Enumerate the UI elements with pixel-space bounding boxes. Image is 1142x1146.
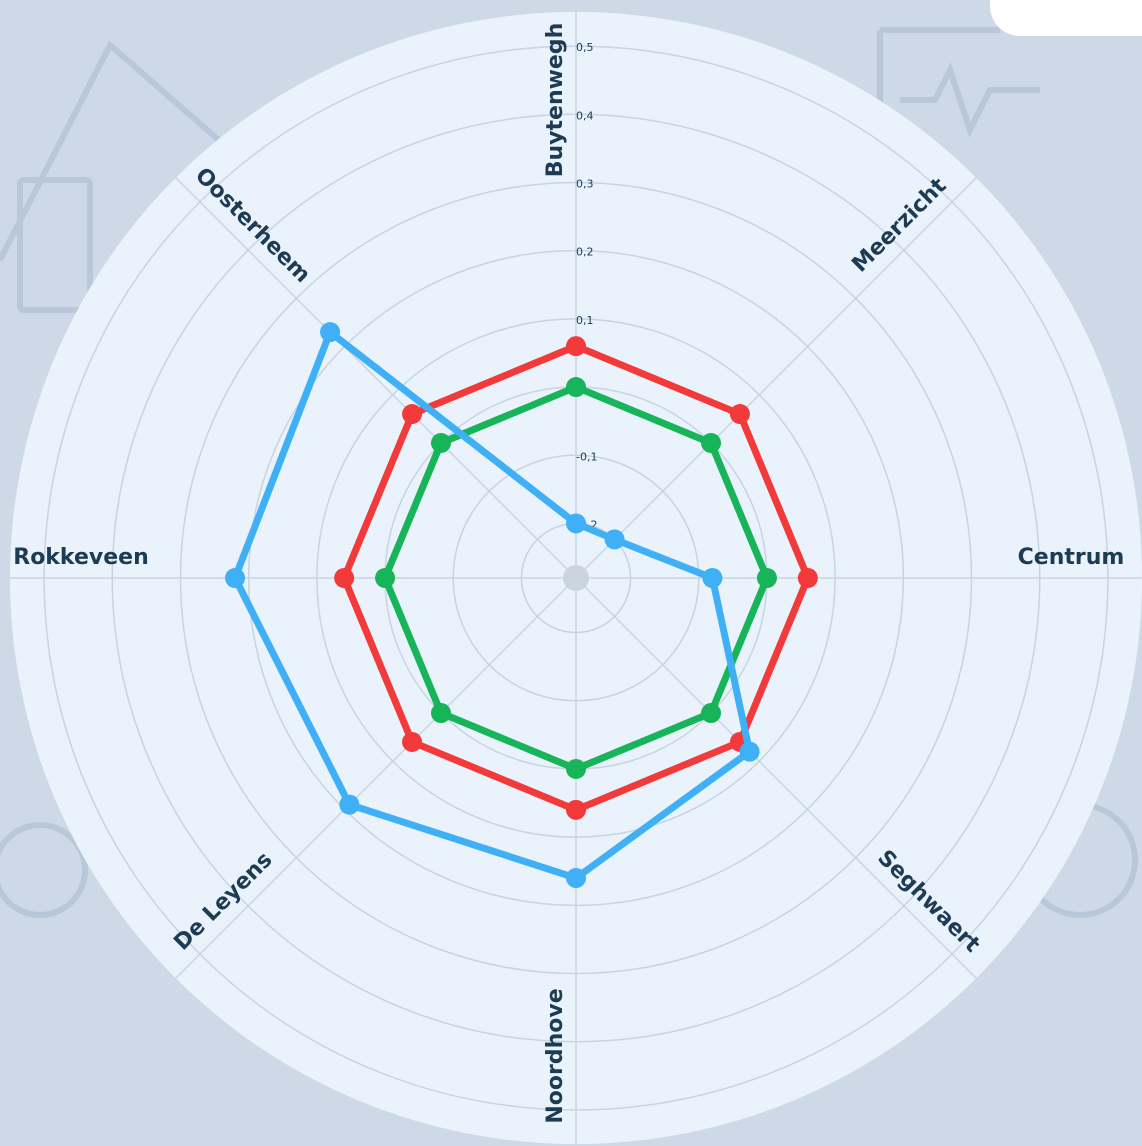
category-label: Noordhove (543, 988, 568, 1123)
tick-label: 0,1 (576, 314, 594, 327)
corner-panel (990, 0, 1142, 36)
category-label: Rokkeveen (13, 545, 149, 570)
tick-label: 0,5 (576, 41, 594, 54)
data-point (431, 703, 451, 723)
tick-label: 0,3 (576, 177, 594, 190)
tick-label: 0,2 (576, 246, 594, 259)
tick-label: -0,1 (576, 450, 597, 463)
data-point (339, 795, 359, 815)
data-point (334, 568, 354, 588)
data-point (730, 404, 750, 424)
data-point (566, 759, 586, 779)
data-point (740, 742, 760, 762)
data-point (375, 568, 395, 588)
data-point (701, 703, 721, 723)
data-point (566, 868, 586, 888)
category-label: Centrum (1018, 545, 1125, 570)
data-point (757, 568, 777, 588)
data-point (605, 529, 625, 549)
data-point (566, 513, 586, 533)
data-point (402, 404, 422, 424)
data-point (320, 322, 340, 342)
data-point (566, 336, 586, 356)
data-point (701, 433, 721, 453)
tick-label: 0,4 (576, 109, 594, 122)
data-point (402, 732, 422, 752)
center-dot (563, 565, 589, 591)
data-point (431, 433, 451, 453)
data-point (566, 377, 586, 397)
data-point (225, 568, 245, 588)
category-label: Buytenwegh (543, 23, 568, 178)
data-point (566, 800, 586, 820)
data-point (702, 568, 722, 588)
data-point (798, 568, 818, 588)
chart: BuytenweghMeerzichtCentrumSeghwaertNoord… (0, 0, 1142, 1146)
